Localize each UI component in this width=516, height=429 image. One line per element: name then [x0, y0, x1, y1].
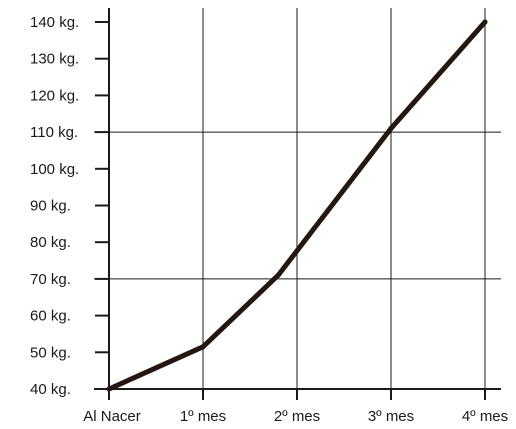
data-point: [200, 344, 206, 350]
y-tick-label: 140 kg.: [30, 14, 79, 31]
y-tick-label: 80 kg.: [30, 234, 71, 251]
x-tick-label: 1º mes: [180, 408, 226, 425]
data-point: [388, 125, 394, 131]
y-tick-label: 50 kg.: [30, 344, 71, 361]
y-tick-label: 130 kg.: [30, 51, 79, 68]
series-layer: [106, 19, 488, 392]
x-tick-label: 3º mes: [368, 408, 414, 425]
y-tick-label: 90 kg.: [30, 198, 71, 215]
data-point: [482, 19, 488, 25]
y-axis-ticks: 40 kg. 50 kg. 60 kg. 70 kg. 80 kg. 90 kg. 100 …: [30, 14, 109, 398]
data-point: [106, 386, 112, 392]
x-tick-label: Al Nacer: [83, 408, 141, 425]
y-tick-label: 40 kg.: [30, 381, 71, 398]
x-axis-ticks: Al Nacer 1º mes 2º mes 3º mes 4º mes: [83, 389, 508, 425]
data-point: [275, 272, 281, 278]
y-tick-label: 60 kg.: [30, 308, 71, 325]
y-tick-label: 70 kg.: [30, 271, 71, 288]
grid-lines: [94, 8, 501, 389]
y-tick-label: 110 kg.: [30, 124, 78, 141]
y-tick-label: 120 kg.: [30, 87, 79, 104]
x-tick-label: 4º mes: [462, 408, 508, 425]
x-tick-label: 2º mes: [274, 408, 320, 425]
y-tick-label: 100 kg.: [30, 161, 79, 178]
